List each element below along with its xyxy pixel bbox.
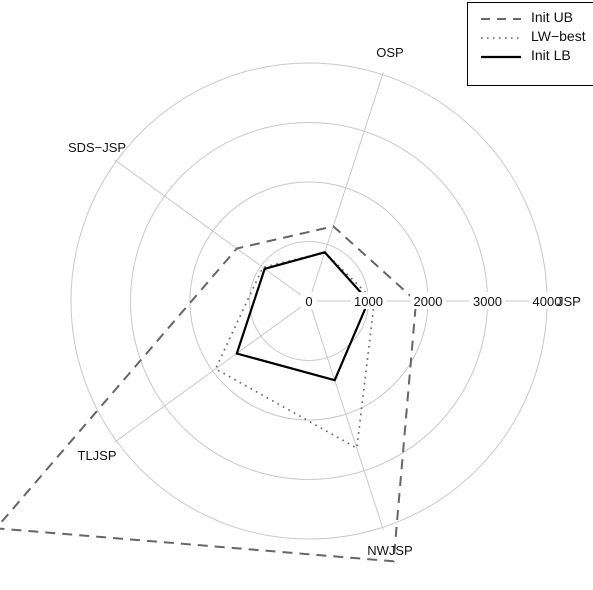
legend-label: Init LB (531, 47, 571, 63)
radial-tick-label: 0 (305, 294, 312, 309)
tick-label-bg (350, 292, 387, 309)
axis-label: TLJSP (78, 448, 117, 463)
spoke (308, 72, 384, 302)
radial-tick-label: 2000 (414, 294, 443, 309)
axis-label: JSP (557, 294, 581, 309)
axis-label: SDS−JSP (68, 140, 126, 155)
legend: Init UB LW−best Init LB (467, 2, 593, 86)
legend-label: Init UB (531, 9, 574, 25)
legend-item-lw-best: LW−best (468, 27, 593, 47)
spoke (114, 300, 310, 443)
series-0-polygon (0, 225, 418, 563)
axis-label: NWJSP (367, 543, 413, 558)
series-2-polygon (235, 251, 370, 382)
tick-label-bg (410, 292, 446, 309)
tick-label-bg (301, 292, 317, 309)
legend-swatch-dashed (481, 18, 521, 20)
radial-tick-label: 3000 (473, 294, 502, 309)
radial-tick-label: 1000 (354, 294, 383, 309)
legend-swatch-solid (481, 55, 521, 59)
spoke (114, 159, 310, 302)
axis-label: OSP (376, 45, 403, 60)
radial-tick-label: 4000 (533, 294, 562, 309)
legend-swatch-dotted (481, 37, 521, 39)
legend-item-init-lb: Init LB (468, 46, 593, 66)
spoke (308, 300, 384, 530)
radar-series (0, 225, 418, 563)
legend-label: LW−best (531, 28, 586, 44)
legend-item-init-ub: Init UB (468, 8, 593, 28)
tick-label-bg (529, 292, 565, 309)
tick-label-bg (469, 292, 506, 309)
